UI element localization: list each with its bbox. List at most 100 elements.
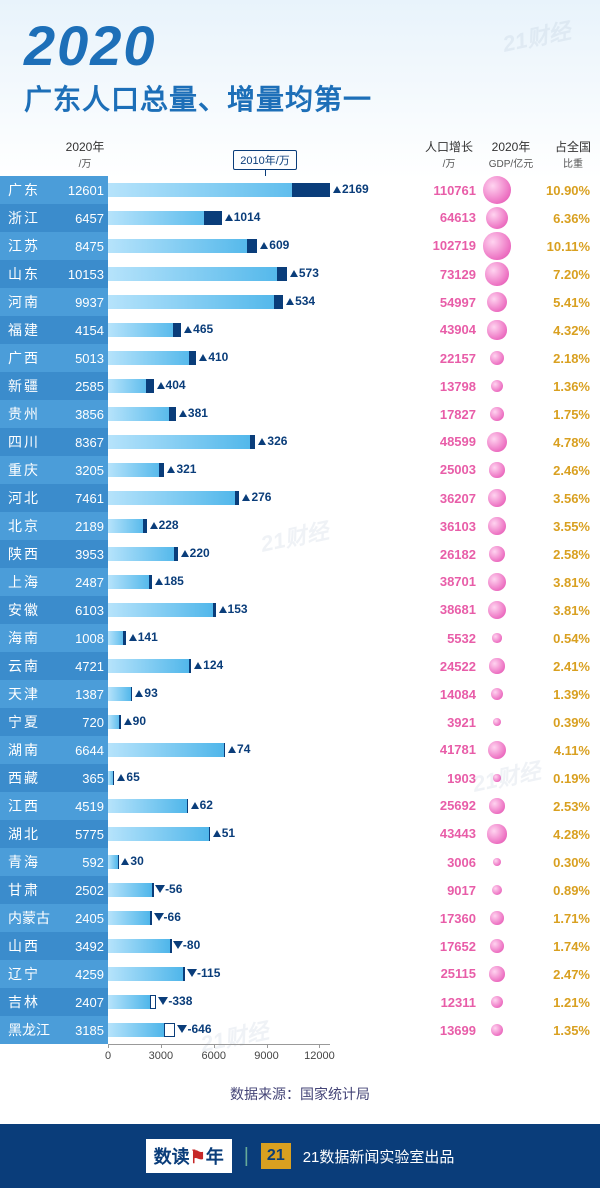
bar-cell: 465 <box>108 316 422 344</box>
bar-growth-segment <box>174 547 178 561</box>
pop-2020-value: 4259 <box>62 960 108 988</box>
gdp-cell: 13798 <box>422 379 546 394</box>
gdp-bubble <box>489 966 504 981</box>
province-label: 重庆 <box>0 456 62 484</box>
pct-value: 4.28% <box>546 827 600 842</box>
growth-label: 185 <box>155 574 184 588</box>
table-row: 山西3492-80176521.74% <box>0 932 600 960</box>
pct-value: 3.55% <box>546 519 600 534</box>
bar-cell: 74 <box>108 736 422 764</box>
hdr-growth: 人口增长/万 <box>422 138 476 170</box>
bar-2020 <box>108 659 191 673</box>
table-row: 辽宁4259-115251152.47% <box>0 960 600 988</box>
bar-cell: 410 <box>108 344 422 372</box>
gdp-value: 43443 <box>428 826 476 841</box>
bar-2020 <box>108 743 225 757</box>
arrow-up-icon <box>242 494 250 501</box>
province-label: 新疆 <box>0 372 62 400</box>
province-label: 辽宁 <box>0 960 62 988</box>
growth-label: 30 <box>121 854 143 868</box>
bar-cell: 185 <box>108 568 422 596</box>
footer-badge-21: 21 <box>261 1143 291 1169</box>
gdp-bubble <box>489 462 504 477</box>
gdp-cell: 25003 <box>422 462 546 477</box>
bar-growth-segment <box>189 351 196 365</box>
gdp-value: 3921 <box>428 715 476 730</box>
pct-value: 10.90% <box>546 183 600 198</box>
footer-badge-shudu: 数读⚑年 <box>146 1139 232 1173</box>
gdp-cell: 38681 <box>422 601 546 619</box>
gdp-value: 3006 <box>428 855 476 870</box>
gdp-value: 25692 <box>428 798 476 813</box>
province-label: 黑龙江 <box>0 1016 62 1044</box>
arrow-up-icon <box>155 578 163 585</box>
bar-growth-segment <box>189 659 191 673</box>
bar-growth-segment <box>159 463 165 477</box>
gdp-cell: 17360 <box>422 911 546 926</box>
pct-value: 2.53% <box>546 799 600 814</box>
bar-2020 <box>108 463 164 477</box>
table-row: 河北7461276362073.56% <box>0 484 600 512</box>
data-source: 数据来源：国家统计局 <box>0 1066 600 1124</box>
table-row: 宁夏7209039210.39% <box>0 708 600 736</box>
bar-2020 <box>108 603 216 617</box>
growth-label: 465 <box>184 322 213 336</box>
arrow-up-icon <box>150 522 158 529</box>
growth-label: 124 <box>194 658 223 672</box>
province-label: 海南 <box>0 624 62 652</box>
gdp-cell: 13699 <box>422 1023 546 1038</box>
growth-label: 404 <box>157 378 186 392</box>
gdp-cell: 41781 <box>422 741 546 760</box>
bar-growth-segment <box>143 519 147 533</box>
gdp-bubble <box>483 232 510 259</box>
pct-value: 7.20% <box>546 267 600 282</box>
pop-2020-value: 6457 <box>62 204 108 232</box>
gdp-value: 17827 <box>428 407 476 422</box>
pop-2020-value: 4519 <box>62 792 108 820</box>
bar-growth-segment <box>119 715 121 729</box>
pct-value: 1.21% <box>546 995 600 1010</box>
bar-2020 <box>108 295 283 309</box>
table-row: 北京2189228361033.55% <box>0 512 600 540</box>
bar-cell: -338 <box>108 988 422 1016</box>
province-label: 上海 <box>0 568 62 596</box>
bar-cell: 326 <box>108 428 422 456</box>
bar-cell: 381 <box>108 400 422 428</box>
data-rows: 广东12601216911076110.90%浙江64571014646136.… <box>0 176 600 1044</box>
gdp-bubble <box>493 774 500 781</box>
bar-growth-segment <box>209 827 210 841</box>
table-row: 西藏3656519030.19% <box>0 764 600 792</box>
bar-2020 <box>108 827 210 841</box>
pct-value: 3.81% <box>546 575 600 590</box>
arrow-down-icon <box>188 970 196 977</box>
table-row: 天津138793140841.39% <box>0 680 600 708</box>
gdp-cell: 3921 <box>422 715 546 730</box>
footer-separator: | <box>244 1145 249 1168</box>
gdp-bubble <box>488 517 506 535</box>
gdp-value: 12311 <box>428 995 476 1010</box>
pop-2020-value: 2405 <box>62 904 108 932</box>
province-label: 青海 <box>0 848 62 876</box>
table-row: 黑龙江3185-646136991.35% <box>0 1016 600 1044</box>
gdp-bubble <box>486 207 508 229</box>
bar-cell: -115 <box>108 960 422 988</box>
bar-2020 <box>108 519 147 533</box>
bar-2020 <box>108 883 152 897</box>
pop-2020-value: 10153 <box>62 260 108 288</box>
pop-2020-value: 3205 <box>62 456 108 484</box>
gdp-value: 64613 <box>428 210 476 225</box>
bar-growth-segment <box>187 799 188 813</box>
pop-2020-value: 2189 <box>62 512 108 540</box>
growth-label: 141 <box>129 630 158 644</box>
province-label: 湖北 <box>0 820 62 848</box>
bar-2020 <box>108 799 188 813</box>
bar-cell: 51 <box>108 820 422 848</box>
bar-growth-segment <box>247 239 258 253</box>
gdp-value: 13699 <box>428 1023 476 1038</box>
growth-label: 609 <box>260 238 289 252</box>
table-row: 福建4154465439044.32% <box>0 316 600 344</box>
gdp-cell: 73129 <box>422 262 546 286</box>
gdp-cell: 64613 <box>422 207 546 229</box>
pct-value: 0.89% <box>546 883 600 898</box>
gdp-cell: 24522 <box>422 658 546 673</box>
